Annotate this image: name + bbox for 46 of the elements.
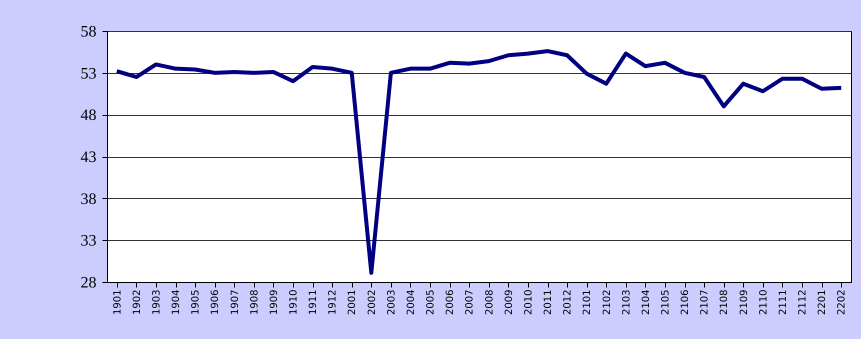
x-tick-label: 1907 — [230, 290, 241, 315]
x-tick-label: 1902 — [132, 290, 143, 315]
x-tick-label: 1903 — [151, 290, 162, 315]
x-tick-label: 2012 — [562, 290, 574, 315]
x-tick-label: 2201 — [817, 290, 828, 315]
x-tick-label: 2102 — [602, 290, 613, 315]
x-tick-label: 2010 — [523, 290, 534, 315]
x-tick-label: 1911 — [308, 290, 320, 315]
x-tick-label: 2002 — [366, 290, 378, 315]
y-tick-label: 43 — [80, 149, 96, 166]
x-tick-label: 1906 — [210, 290, 222, 315]
y-tick-label: 53 — [80, 65, 96, 82]
x-tick-label: 2006 — [445, 290, 456, 315]
x-tick-label: 2111 — [778, 290, 789, 315]
x-tick-label: 2110 — [758, 290, 770, 315]
x-tick-label: 2107 — [700, 290, 711, 315]
x-tick-label: 2108 — [719, 290, 730, 315]
x-tick-label: 1901 — [112, 290, 124, 315]
x-tick-label: 2109 — [738, 290, 750, 315]
x-tick-label: 2009 — [504, 290, 515, 315]
x-tick-label: 2011 — [543, 290, 554, 315]
y-tick-label: 33 — [80, 232, 96, 250]
x-tick-label: 1905 — [190, 290, 202, 315]
x-tick-label: 2007 — [464, 290, 476, 315]
x-tick-label: 1909 — [268, 290, 280, 315]
x-tick-label: 2004 — [406, 290, 417, 315]
x-tick-label: 2112 — [798, 290, 809, 315]
y-tick-label: 28 — [80, 274, 96, 292]
x-tick-label: 2105 — [660, 290, 672, 315]
y-tick-label: 38 — [80, 190, 96, 208]
x-tick-label: 2101 — [582, 290, 594, 315]
x-tick-label: 1910 — [288, 290, 300, 315]
x-tick-label: 1912 — [328, 290, 339, 315]
x-tick-label: 2104 — [640, 290, 652, 315]
line-series — [114, 49, 844, 275]
x-tick-label: 1908 — [249, 290, 260, 315]
x-tick-label: 2005 — [426, 290, 437, 315]
y-tick-label: 48 — [80, 107, 96, 124]
x-tick-label: 2103 — [621, 290, 632, 315]
x-tick-label: 2003 — [386, 290, 398, 315]
x-tick-label: 1904 — [171, 290, 182, 315]
x-tick-label: 2202 — [836, 290, 848, 315]
y-tick-label: 58 — [80, 24, 96, 40]
x-tick-label: 2106 — [680, 290, 692, 315]
x-tick-label: 2001 — [347, 290, 358, 315]
x-tick-label: 2008 — [484, 290, 496, 315]
